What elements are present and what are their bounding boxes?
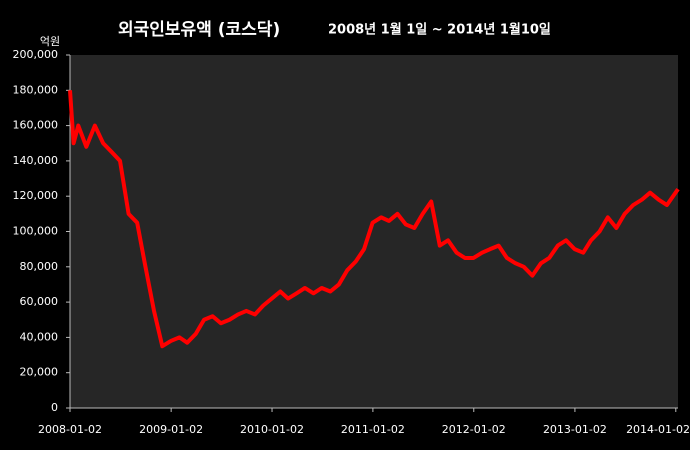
- y-tick-label: 40,000: [20, 330, 59, 343]
- y-tick-label: 20,000: [20, 366, 59, 379]
- chart-title: 외국인보유액 (코스닥): [118, 20, 280, 40]
- y-axis-label: 억원: [40, 35, 60, 48]
- y-tick-label: 180,000: [13, 83, 59, 96]
- y-tick-label: 200,000: [13, 48, 59, 61]
- y-tick-label: 80,000: [20, 260, 59, 273]
- y-tick-label: 100,000: [13, 225, 59, 238]
- x-tick-label: 2010-01-02: [240, 423, 304, 436]
- x-tick-label: 2012-01-02: [442, 423, 506, 436]
- chart-subtitle: 2008년 1월 1일 ~ 2014년 1월10일: [328, 22, 551, 38]
- y-tick-label: 140,000: [13, 154, 59, 167]
- y-tick-label: 120,000: [13, 189, 59, 202]
- y-tick-label: 60,000: [20, 295, 59, 308]
- x-tick-label: 2008-01-02: [38, 423, 102, 436]
- x-tick-label: 2011-01-02: [341, 423, 405, 436]
- y-tick-label: 160,000: [13, 119, 59, 132]
- x-tick-label: 2009-01-02: [139, 423, 203, 436]
- x-tick-label: 2013-01-02: [543, 423, 607, 436]
- y-tick-label: 0: [51, 401, 58, 414]
- data-line: [68, 90, 680, 349]
- plot-area: [70, 55, 678, 408]
- x-tick-label: 2014-01-02: [626, 423, 690, 436]
